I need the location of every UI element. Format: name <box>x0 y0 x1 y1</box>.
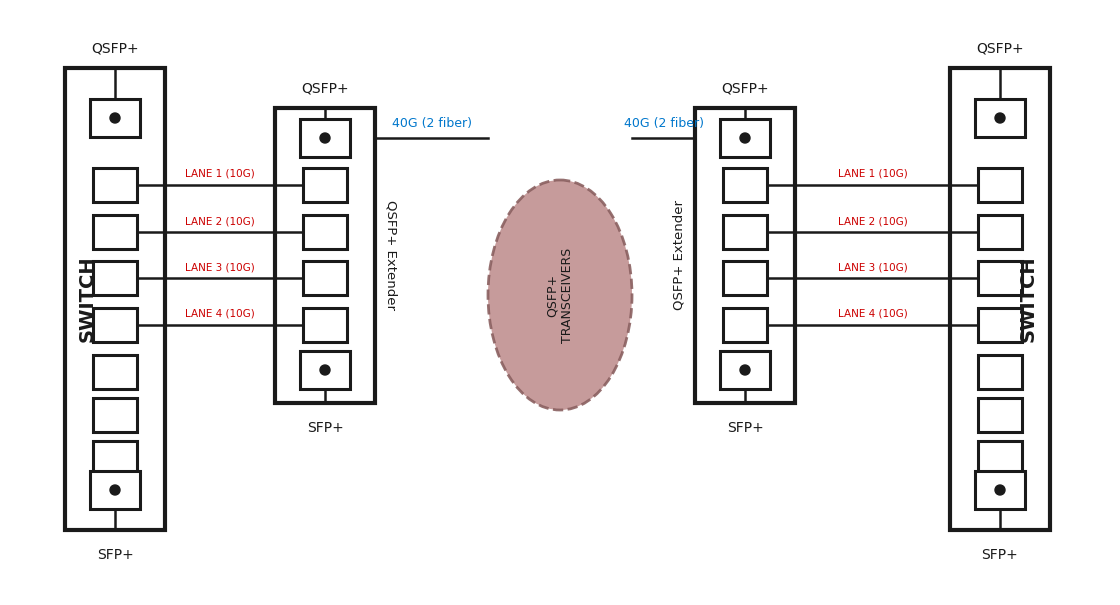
Bar <box>976 471 1025 509</box>
Text: SFP+: SFP+ <box>727 421 764 435</box>
Ellipse shape <box>488 180 632 410</box>
Bar <box>724 261 767 295</box>
Bar <box>93 168 137 202</box>
Text: QSFP+: QSFP+ <box>301 82 348 96</box>
Text: LANE 4 (10G): LANE 4 (10G) <box>838 309 907 319</box>
Bar <box>304 168 347 202</box>
Bar <box>90 99 140 137</box>
Bar <box>950 68 1051 530</box>
Text: SWITCH: SWITCH <box>77 256 96 342</box>
Bar <box>976 99 1025 137</box>
Bar <box>90 471 140 509</box>
Bar <box>720 119 771 157</box>
Bar <box>720 351 771 389</box>
Bar <box>93 308 137 342</box>
Text: QSFP+: QSFP+ <box>91 42 139 56</box>
Text: LANE 3 (10G): LANE 3 (10G) <box>185 262 255 272</box>
Bar <box>978 168 1021 202</box>
Bar <box>276 108 375 403</box>
Text: SFP+: SFP+ <box>981 548 1018 562</box>
Bar <box>978 355 1021 389</box>
Text: LANE 4 (10G): LANE 4 (10G) <box>185 309 255 319</box>
Bar <box>978 398 1021 432</box>
Circle shape <box>995 485 1005 495</box>
Bar <box>300 351 349 389</box>
Text: QSFP+: QSFP+ <box>721 82 768 96</box>
Bar <box>978 308 1021 342</box>
Text: 40G (2 fiber): 40G (2 fiber) <box>392 117 472 130</box>
Bar <box>724 215 767 249</box>
Bar <box>93 215 137 249</box>
Text: LANE 1 (10G): LANE 1 (10G) <box>185 169 255 179</box>
Bar <box>93 261 137 295</box>
Circle shape <box>995 113 1005 123</box>
Text: SWITCH: SWITCH <box>1018 256 1037 342</box>
Bar <box>978 215 1021 249</box>
Bar <box>93 441 137 475</box>
Circle shape <box>740 133 750 143</box>
Text: 40G (2 fiber): 40G (2 fiber) <box>624 117 703 130</box>
Bar <box>93 398 137 432</box>
Bar <box>978 261 1021 295</box>
Bar <box>304 261 347 295</box>
Text: QSFP+: QSFP+ <box>977 42 1024 56</box>
Text: LANE 2 (10G): LANE 2 (10G) <box>838 216 907 226</box>
Circle shape <box>110 485 120 495</box>
Text: QSFP+ Extender: QSFP+ Extender <box>672 200 685 310</box>
Text: QSFP+
TRANSCEIVERS: QSFP+ TRANSCEIVERS <box>547 247 573 342</box>
Bar <box>300 119 349 157</box>
Bar <box>93 355 137 389</box>
Bar <box>304 215 347 249</box>
Text: LANE 3 (10G): LANE 3 (10G) <box>838 262 907 272</box>
Text: SFP+: SFP+ <box>307 421 344 435</box>
Bar <box>724 308 767 342</box>
Text: QSFP+ Extender: QSFP+ Extender <box>384 200 398 310</box>
Circle shape <box>320 133 330 143</box>
Circle shape <box>110 113 120 123</box>
Text: SFP+: SFP+ <box>96 548 133 562</box>
Bar <box>696 108 795 403</box>
Bar <box>978 441 1021 475</box>
Text: LANE 2 (10G): LANE 2 (10G) <box>185 216 255 226</box>
Bar <box>65 68 165 530</box>
Text: LANE 1 (10G): LANE 1 (10G) <box>838 169 907 179</box>
Bar <box>304 308 347 342</box>
Circle shape <box>320 365 330 375</box>
Circle shape <box>740 365 750 375</box>
Bar <box>724 168 767 202</box>
